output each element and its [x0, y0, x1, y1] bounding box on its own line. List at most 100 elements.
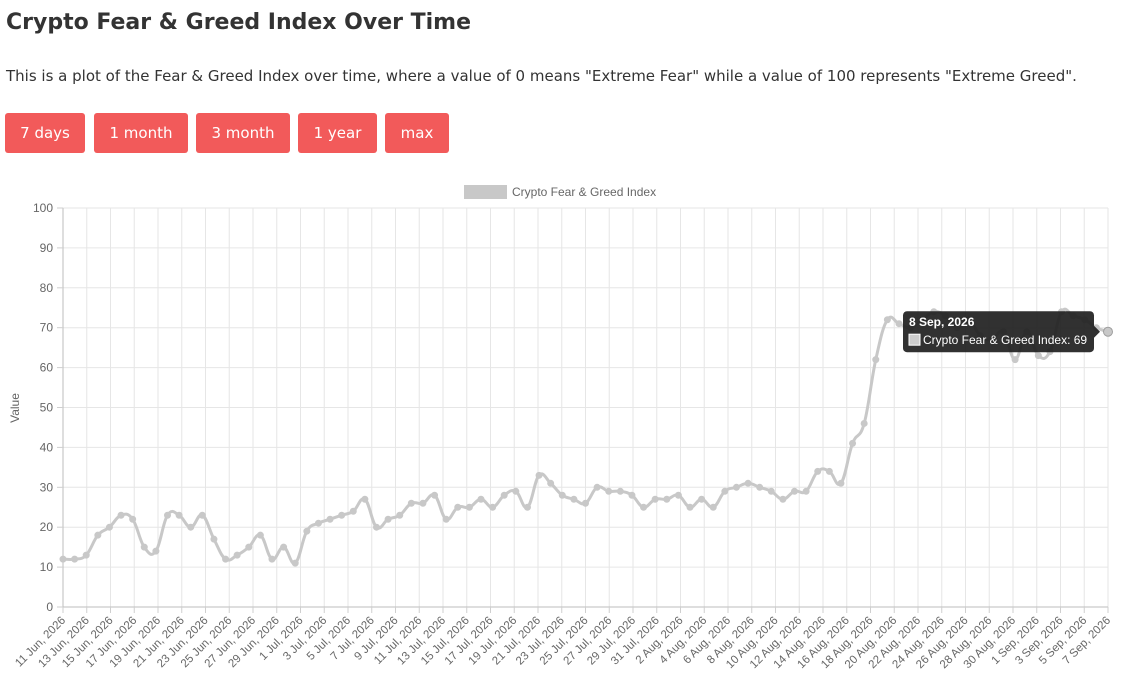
data-point[interactable] [94, 531, 102, 539]
data-point[interactable] [582, 499, 589, 507]
data-point[interactable] [280, 543, 288, 551]
data-point[interactable] [640, 503, 648, 511]
data-point[interactable] [117, 511, 125, 519]
data-point[interactable] [407, 499, 415, 507]
data-point[interactable] [1103, 326, 1113, 337]
data-point[interactable] [291, 559, 299, 567]
data-point[interactable] [674, 491, 682, 499]
data-point[interactable] [814, 467, 822, 475]
data-point[interactable] [686, 503, 694, 511]
data-point[interactable] [396, 511, 404, 519]
chart-legend[interactable]: Crypto Fear & Greed Index [464, 185, 656, 199]
data-point[interactable] [883, 316, 891, 324]
data-point[interactable] [802, 487, 810, 495]
range-button-7-days[interactable]: 7 days [5, 113, 85, 153]
range-button-1-month[interactable]: 1 month [94, 113, 188, 153]
data-point[interactable] [71, 555, 79, 563]
data-point[interactable] [651, 495, 659, 503]
data-point[interactable] [256, 531, 264, 539]
data-point[interactable] [895, 320, 903, 328]
data-point[interactable] [268, 555, 276, 563]
chart-tooltip: 8 Sep, 2026 Crypto Fear & Greed Index: 6… [903, 311, 1100, 353]
data-point[interactable] [779, 495, 787, 503]
data-point[interactable] [709, 503, 717, 511]
data-point[interactable] [431, 491, 439, 499]
y-tick-label: 20 [40, 520, 54, 534]
data-point[interactable] [175, 511, 183, 519]
y-tick-label: 60 [40, 361, 54, 375]
data-point[interactable] [314, 519, 322, 527]
data-point[interactable] [756, 483, 764, 491]
data-point[interactable] [593, 483, 601, 491]
data-point[interactable] [361, 495, 369, 503]
page-description: This is a plot of the Fear & Greed Index… [6, 67, 1077, 85]
data-point[interactable] [489, 503, 497, 511]
y-tick-label: 40 [40, 440, 54, 454]
data-point[interactable] [535, 471, 543, 479]
data-point[interactable] [82, 551, 90, 559]
data-point[interactable] [698, 495, 706, 503]
data-point[interactable] [605, 487, 613, 495]
tooltip-label: Crypto Fear & Greed Index: 69 [923, 333, 1087, 347]
data-point[interactable] [547, 479, 555, 487]
data-point[interactable] [616, 487, 624, 495]
range-button-max[interactable]: max [385, 113, 449, 153]
data-point[interactable] [744, 479, 752, 487]
data-point[interactable] [198, 511, 206, 519]
data-point[interactable] [384, 515, 392, 523]
data-point[interactable] [767, 487, 775, 495]
tooltip-title: 8 Sep, 2026 [909, 315, 975, 329]
data-point[interactable] [164, 511, 171, 519]
data-point[interactable] [570, 495, 578, 503]
data-point[interactable] [1011, 356, 1019, 364]
legend-label: Crypto Fear & Greed Index [512, 185, 656, 199]
data-point[interactable] [628, 491, 636, 499]
data-point[interactable] [558, 491, 566, 499]
data-point[interactable] [442, 515, 450, 523]
data-point[interactable] [732, 483, 740, 491]
data-point[interactable] [152, 547, 160, 555]
data-point[interactable] [721, 487, 729, 495]
data-point[interactable] [500, 491, 508, 499]
data-point[interactable] [222, 555, 230, 563]
data-point[interactable] [477, 495, 485, 503]
data-point[interactable] [837, 479, 845, 487]
data-point[interactable] [129, 515, 137, 523]
y-tick-label: 100 [33, 201, 53, 215]
data-point[interactable] [373, 523, 380, 531]
range-button-1-year[interactable]: 1 year [298, 113, 377, 153]
legend-swatch [464, 185, 507, 199]
data-point[interactable] [663, 495, 671, 503]
data-point[interactable] [849, 439, 857, 447]
series-points[interactable] [59, 308, 1113, 567]
y-tick-label: 0 [46, 600, 53, 614]
data-point[interactable] [338, 511, 346, 519]
range-button-3-month[interactable]: 3 month [196, 113, 290, 153]
data-point[interactable] [791, 487, 798, 495]
tooltip-swatch [908, 333, 921, 346]
y-tick-label: 70 [40, 321, 54, 335]
y-axis-ticks: 0 10 20 30 40 50 60 70 80 90 100 [33, 201, 63, 614]
data-point[interactable] [419, 499, 427, 507]
data-point[interactable] [512, 487, 520, 495]
y-tick-label: 30 [40, 480, 54, 494]
data-point[interactable] [872, 356, 880, 364]
data-point[interactable] [860, 419, 868, 427]
data-point[interactable] [210, 535, 218, 543]
data-point[interactable] [105, 523, 113, 531]
data-point[interactable] [187, 523, 195, 531]
data-point[interactable] [303, 527, 311, 535]
data-point[interactable] [349, 507, 357, 515]
data-point[interactable] [326, 515, 334, 523]
data-point[interactable] [245, 543, 253, 551]
data-point[interactable] [140, 543, 148, 551]
data-point[interactable] [1034, 352, 1042, 360]
data-point[interactable] [825, 467, 833, 475]
data-point[interactable] [454, 503, 462, 511]
data-point[interactable] [465, 503, 473, 511]
data-point[interactable] [59, 555, 67, 563]
data-point[interactable] [523, 503, 531, 511]
data-point[interactable] [233, 551, 241, 559]
